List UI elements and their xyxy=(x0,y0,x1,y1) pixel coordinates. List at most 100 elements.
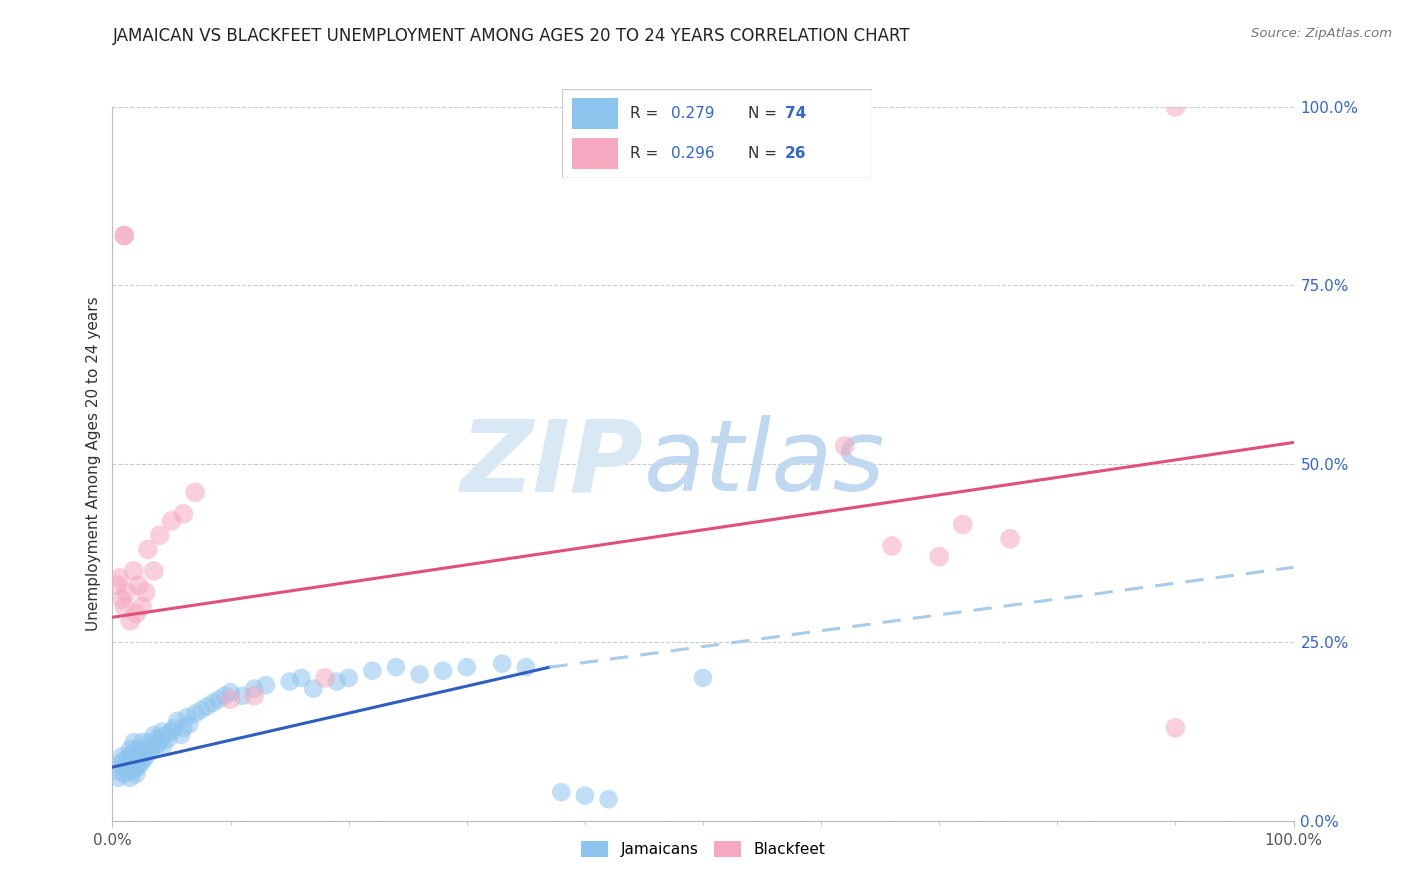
Point xyxy=(127,760,149,774)
Point xyxy=(118,749,141,764)
Bar xyxy=(572,138,619,169)
Text: JAMAICAN VS BLACKFEET UNEMPLOYMENT AMONG AGES 20 TO 24 YEARS CORRELATION CHART: JAMAICAN VS BLACKFEET UNEMPLOYMENT AMONG… xyxy=(112,27,910,45)
Point xyxy=(110,756,132,771)
Point xyxy=(432,664,454,678)
Point xyxy=(278,674,301,689)
Point xyxy=(127,753,149,767)
Point xyxy=(122,735,145,749)
Point xyxy=(138,735,160,749)
Point xyxy=(152,739,174,753)
Point xyxy=(120,760,142,774)
Point xyxy=(112,767,135,781)
Point xyxy=(326,674,349,689)
Point xyxy=(201,696,224,710)
Point xyxy=(105,764,128,778)
Point xyxy=(125,749,148,764)
Point xyxy=(120,771,142,785)
Text: 26: 26 xyxy=(785,146,807,161)
Point xyxy=(231,689,253,703)
Point xyxy=(112,228,135,243)
Point xyxy=(120,753,142,767)
Point xyxy=(170,728,193,742)
Point xyxy=(1164,100,1187,114)
Point xyxy=(131,735,153,749)
Y-axis label: Unemployment Among Ages 20 to 24 years: Unemployment Among Ages 20 to 24 years xyxy=(86,296,101,632)
Point xyxy=(834,439,856,453)
Point xyxy=(179,717,201,731)
Point xyxy=(214,689,236,703)
Text: Source: ZipAtlas.com: Source: ZipAtlas.com xyxy=(1251,27,1392,40)
Text: 74: 74 xyxy=(785,106,807,121)
Text: N =: N = xyxy=(748,106,782,121)
Point xyxy=(172,507,194,521)
Bar xyxy=(572,98,619,129)
Point xyxy=(550,785,572,799)
Point xyxy=(142,728,165,742)
Point xyxy=(160,724,183,739)
Point xyxy=(149,735,172,749)
Point xyxy=(146,731,169,746)
Point xyxy=(1164,721,1187,735)
Point xyxy=(361,664,384,678)
Point xyxy=(112,753,135,767)
Point xyxy=(163,721,186,735)
Point xyxy=(952,517,974,532)
Point xyxy=(515,660,537,674)
Point xyxy=(145,739,167,753)
Point xyxy=(135,585,157,599)
Point xyxy=(172,721,194,735)
Point xyxy=(105,578,128,592)
Point xyxy=(141,742,163,756)
Point xyxy=(149,528,172,542)
Text: 0.296: 0.296 xyxy=(671,146,714,161)
Point xyxy=(124,756,146,771)
Point xyxy=(111,749,134,764)
Point xyxy=(112,599,135,614)
Point xyxy=(122,564,145,578)
Point xyxy=(112,228,135,243)
Point xyxy=(160,514,183,528)
Text: R =: R = xyxy=(630,146,664,161)
Point xyxy=(184,485,207,500)
Point xyxy=(125,607,148,621)
Point xyxy=(598,792,620,806)
Text: 0.279: 0.279 xyxy=(671,106,714,121)
Point xyxy=(136,746,159,760)
Point xyxy=(184,706,207,721)
Point xyxy=(692,671,714,685)
Point xyxy=(928,549,950,564)
Text: N =: N = xyxy=(748,146,782,161)
Point xyxy=(176,710,198,724)
FancyBboxPatch shape xyxy=(562,89,872,178)
Point xyxy=(127,578,149,592)
Point xyxy=(134,742,156,756)
Point xyxy=(155,728,177,742)
Point xyxy=(408,667,430,681)
Text: atlas: atlas xyxy=(644,416,886,512)
Point xyxy=(156,731,179,746)
Point xyxy=(998,532,1021,546)
Point xyxy=(108,571,131,585)
Point xyxy=(243,681,266,696)
Point xyxy=(574,789,596,803)
Point xyxy=(121,746,143,760)
Point xyxy=(314,671,336,685)
Point xyxy=(122,764,145,778)
Point xyxy=(166,714,188,728)
Point xyxy=(195,699,218,714)
Point xyxy=(111,592,134,607)
Point xyxy=(219,685,242,699)
Point xyxy=(880,539,903,553)
Point xyxy=(456,660,478,674)
Point xyxy=(254,678,277,692)
Point xyxy=(128,749,150,764)
Point xyxy=(129,756,152,771)
Point xyxy=(112,760,135,774)
Point xyxy=(290,671,312,685)
Point xyxy=(107,771,129,785)
Point xyxy=(117,756,139,771)
Point xyxy=(243,689,266,703)
Point xyxy=(131,746,153,760)
Point xyxy=(337,671,360,685)
Legend: Jamaicans, Blackfeet: Jamaicans, Blackfeet xyxy=(575,835,831,863)
